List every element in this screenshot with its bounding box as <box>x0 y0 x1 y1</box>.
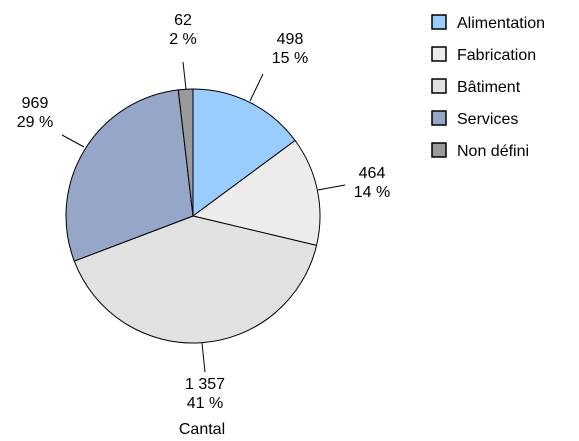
legend-label: Fabrication <box>457 47 536 64</box>
legend-swatch <box>431 110 447 126</box>
leader-lines <box>61 61 346 373</box>
slice-percent-label: 41 % <box>187 395 223 412</box>
legend: Alimentation Fabrication Bâtiment Services N… <box>431 14 545 160</box>
slice-percent-label: 2 % <box>169 31 197 48</box>
slice-percent-label: 15 % <box>272 50 308 67</box>
legend-swatch <box>431 46 447 62</box>
slice-value-label: 1 357 <box>185 376 225 393</box>
leader-line <box>249 73 264 102</box>
slice-value-label: 498 <box>277 31 304 48</box>
legend-label: Bâtiment <box>457 79 521 96</box>
pie-slice-fabrication <box>191 139 321 246</box>
category-axis-label: Cantal <box>179 421 225 438</box>
slice-value-label: 969 <box>22 95 49 112</box>
slice-percent-label: 29 % <box>17 114 53 131</box>
leader-line <box>182 61 187 90</box>
legend-swatch <box>431 14 447 30</box>
legend-swatch <box>431 142 447 158</box>
legend-label: Alimentation <box>457 15 545 32</box>
leader-line <box>317 184 346 191</box>
leader-line <box>201 342 206 373</box>
pie-slice-alimentation <box>192 88 296 217</box>
slice-percent-label: 14 % <box>354 184 390 201</box>
pie-slices <box>65 88 321 344</box>
slice-labels: 498 15 % 464 14 % 1 357 41 % 969 29 % 62 2 % <box>17 12 390 412</box>
pie-slice-non-d-fini <box>177 88 194 217</box>
slice-value-label: 464 <box>359 165 386 182</box>
pie-slice-services <box>65 89 194 262</box>
leader-line <box>61 134 85 148</box>
slice-value-label: 62 <box>174 12 192 29</box>
legend-swatch <box>431 78 447 94</box>
pie-slice-b-timent <box>73 215 318 344</box>
legend-label: Services <box>457 111 518 128</box>
legend-label: Non défini <box>457 143 529 160</box>
